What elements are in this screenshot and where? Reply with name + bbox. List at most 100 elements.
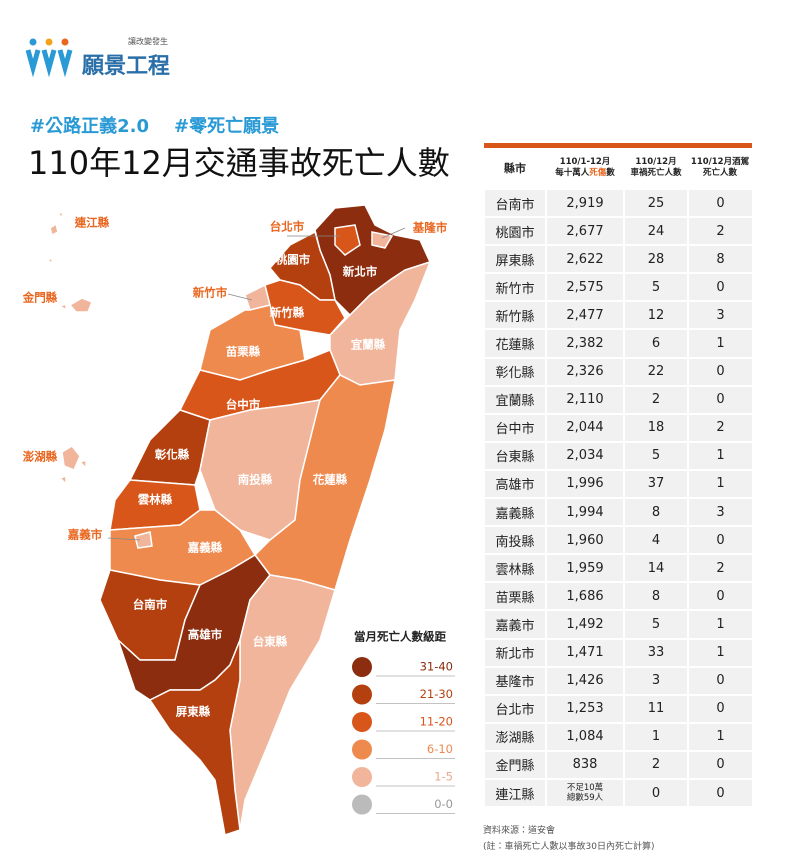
table-row: 澎湖縣 1,084 1 1 <box>483 721 752 751</box>
table-cell: 3 <box>623 665 688 695</box>
county-label: 彰化縣 <box>155 448 190 462</box>
legend-title: 當月死亡人數級距 <box>354 630 446 644</box>
header-line: 110/12月 <box>635 157 677 167</box>
table-cell: 屏東縣 <box>483 244 546 274</box>
table-cell: 0 <box>623 777 688 807</box>
table-row: 南投縣 1,960 4 0 <box>483 525 752 555</box>
county-label: 新北市 <box>343 265 378 279</box>
county-label: 屏東縣 <box>176 705 211 719</box>
table-cell: 嘉義縣 <box>483 497 546 527</box>
table-cell: 2,326 <box>545 356 624 386</box>
header-line: 車禍死亡人數 <box>630 168 682 178</box>
table-cell: 1,996 <box>545 468 624 499</box>
header-line: 每十萬人 <box>555 168 590 178</box>
hashtag: #零死亡願景 <box>174 116 280 137</box>
table-body: 台南市 2,919 25 0 桃園市 2,677 24 2 屏東縣 2,622 28 8 新竹市 2,57… <box>483 187 752 807</box>
table-cell: 台中市 <box>483 412 546 442</box>
table-cell: 不足10萬 總數59人 <box>545 777 624 807</box>
table-cell: 2,044 <box>545 412 624 442</box>
table-cell: 5 <box>623 272 688 302</box>
county-label: 台南市 <box>133 598 168 612</box>
table-cell: 新北市 <box>483 637 546 667</box>
table-cell: 14 <box>623 553 688 583</box>
table-row: 彰化縣 2,326 22 0 <box>483 356 752 386</box>
table-cell: 12 <box>623 300 688 330</box>
table-cell: 澎湖縣 <box>483 721 546 751</box>
county-label: 高雄市 <box>188 628 223 642</box>
county-label: 嘉義市 <box>67 528 103 542</box>
table-row: 嘉義縣 1,994 8 3 <box>483 497 752 527</box>
table-row: 連江縣 不足10萬 總數59人 0 0 <box>483 777 752 807</box>
table-cell: 8 <box>623 581 688 611</box>
table-row: 花蓮縣 2,382 6 1 <box>483 328 752 358</box>
table-cell: 1,492 <box>545 609 624 639</box>
table-cell: 2,477 <box>545 300 624 330</box>
county-label: 新竹縣 <box>270 306 305 320</box>
legend-label: 1-5 <box>434 770 453 784</box>
source-note: (註：車禍死亡人數以事故30日內死亡計算) <box>483 842 655 852</box>
county-label: 台東縣 <box>253 635 288 649</box>
table-cell: 8 <box>687 244 752 274</box>
title: 110年12月交通事故死亡人數 <box>28 144 450 182</box>
table-cell: 1 <box>687 328 752 358</box>
county-label: 花蓮縣 <box>313 473 348 487</box>
header-line: 死亡人數 <box>702 168 737 178</box>
table-cell: 苗栗縣 <box>483 581 546 611</box>
table-row: 高雄市 1,996 37 1 <box>483 468 752 499</box>
table-cell: 838 <box>545 749 624 779</box>
header-line: 數 <box>606 168 615 178</box>
table-row: 新竹縣 2,477 12 3 <box>483 300 752 330</box>
table-row: 宜蘭縣 2,110 2 0 <box>483 384 752 414</box>
county-label: 澎湖縣 <box>23 450 58 464</box>
table-cell: 雲林縣 <box>483 553 546 583</box>
legend-label: 6-10 <box>427 742 453 756</box>
table-cell: 金門縣 <box>483 749 546 779</box>
county-label: 桃園市 <box>276 253 311 267</box>
table-cell: 1 <box>623 721 688 751</box>
table-cell: 基隆市 <box>483 665 546 695</box>
table-cell: 1,686 <box>545 581 624 611</box>
table-cell: 桃園市 <box>483 216 546 246</box>
table-cell: 1,084 <box>545 721 624 751</box>
table-cell: 1,253 <box>545 693 624 723</box>
table-row: 新北市 1,471 33 1 <box>483 637 752 667</box>
table-cell: 2 <box>687 216 752 246</box>
header-line: 110/12月酒駕 <box>690 157 750 167</box>
table-cell: 台南市 <box>483 187 546 218</box>
table-cell: 新竹市 <box>483 272 546 302</box>
logo-name: 願景工程 <box>82 54 171 79</box>
table-cell: 1 <box>687 468 752 499</box>
logo-icon <box>25 38 73 78</box>
table-cell: 2 <box>687 412 752 442</box>
table-cell: 高雄市 <box>483 468 546 499</box>
county-shapes <box>46 204 432 836</box>
table-cell: 0 <box>687 581 752 611</box>
table-cell: 南投縣 <box>483 525 546 555</box>
county-label: 苗栗縣 <box>226 345 261 359</box>
table-cell: 2 <box>687 553 752 583</box>
header-cell: 縣市 <box>484 143 546 189</box>
table-cell: 11 <box>623 693 688 723</box>
table-cell: 0 <box>687 693 752 723</box>
source: 資料來源：道安會 <box>483 826 556 836</box>
table-row: 台東縣 2,034 5 1 <box>483 440 752 470</box>
cell-line: 總數59人 <box>566 793 604 804</box>
table-cell: 6 <box>623 328 688 358</box>
county-label: 新竹市 <box>193 286 228 300</box>
table-cell: 1,471 <box>545 637 624 667</box>
legend-label: 21-30 <box>420 687 453 701</box>
header-row: 縣市 110/1-12月 每十萬人死傷數 110/12月 車禍死亡人數 110/12… <box>484 143 752 189</box>
table-cell: 1,959 <box>545 553 624 583</box>
table-cell: 連江縣 <box>483 777 546 807</box>
table-cell: 0 <box>687 272 752 302</box>
table-cell: 33 <box>623 637 688 667</box>
table-row: 屏東縣 2,622 28 8 <box>483 244 752 274</box>
table-cell: 1,426 <box>545 665 624 695</box>
table-row: 苗栗縣 1,686 8 0 <box>483 581 752 611</box>
legend-swatch <box>352 767 372 787</box>
header-highlight: 死傷 <box>589 168 607 178</box>
table-cell: 宜蘭縣 <box>483 384 546 414</box>
